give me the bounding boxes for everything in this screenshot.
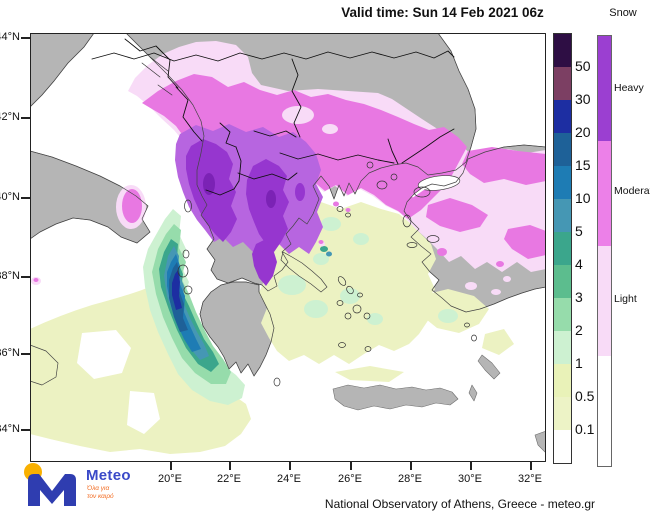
amount-colorbar-segment [554,232,571,265]
amount-label: 1 [575,355,583,371]
amount-colorbar-segment [554,430,571,463]
lat-tick [21,117,30,119]
amount-label: 0.1 [575,421,595,437]
amount-colorbar-segment [554,67,571,100]
coastline-layer [30,33,546,387]
lat-label: 36°N [0,347,20,359]
logo-name: Meteo [86,467,131,484]
amount-colorbar-segment [554,34,571,67]
amount-colorbar [553,33,572,464]
lon-label: 22°E [217,473,241,485]
amount-colorbar-segment [554,133,571,166]
map-frame [30,33,546,462]
amount-colorbar-segment [554,199,571,232]
lon-tick [350,462,352,470]
lon-tick [410,462,412,470]
amount-label: 10 [575,190,591,206]
snow-legend-title: Snow [609,7,637,19]
amount-label: 15 [575,157,591,173]
meteo-logo-icon [24,463,76,506]
meteo-logo: Meteo Όλα για τον καιρό [22,461,182,513]
lat-tick [21,276,30,278]
snow-colorbar-light [598,246,611,356]
amount-label: 5 [575,223,583,239]
lat-tick [21,197,30,199]
amount-colorbar-segment [554,364,571,397]
amount-label: 3 [575,289,583,305]
amount-label: 2 [575,322,583,338]
amount-label: 4 [575,256,583,272]
lat-label: 44°N [0,31,20,43]
snow-label-light: Light [614,293,637,305]
lat-label: 40°N [0,191,20,203]
snow-colorbar-none [598,356,611,466]
lon-label: 26°E [338,473,362,485]
snow-layer [31,41,546,295]
amount-label: 30 [575,91,591,107]
logo-tagline-line1: Όλα για [87,485,110,492]
lon-tick [229,462,231,470]
amount-colorbar-segment [554,265,571,298]
weather-map [30,33,546,462]
snow-colorbar-heavy [598,36,611,141]
snow-colorbar [597,35,612,467]
lon-tick [170,462,172,470]
valid-time-title: Valid time: Sun 14 Feb 2021 06z [341,5,544,20]
attribution: National Observatory of Athens, Greece -… [324,497,596,511]
lon-tick [530,462,532,470]
lat-tick [21,37,30,39]
snow-colorbar-moderate [598,141,611,246]
lat-label: 42°N [0,111,20,123]
lon-label: 30°E [458,473,482,485]
snow-label-heavy: Heavy [614,82,644,94]
lat-label: 34°N [0,423,20,435]
logo-tagline-line2: τον καιρό [87,493,114,500]
amount-colorbar-segment [554,298,571,331]
amount-colorbar-segment [554,100,571,133]
amount-label: 50 [575,58,591,74]
country-borders-layer [91,38,455,196]
snow-label-moderate: Moderate [614,185,650,197]
lat-label: 38°N [0,270,20,282]
logo-tagline: Όλα για τον καιρό [87,485,114,501]
lat-tick [21,353,30,355]
lon-label: 28°E [398,473,422,485]
amount-colorbar-segment [554,166,571,199]
lat-tick [21,429,30,431]
lon-label: 32°E [518,473,542,485]
amount-colorbar-segment [554,331,571,364]
lon-tick [289,462,291,470]
lon-label: 20°E [158,473,182,485]
amount-label: 0.5 [575,388,595,404]
amount-label: 20 [575,124,591,140]
lon-tick [470,462,472,470]
meteo-m-mark [28,474,76,506]
lon-label: 24°E [277,473,301,485]
amount-colorbar-segment [554,397,571,430]
